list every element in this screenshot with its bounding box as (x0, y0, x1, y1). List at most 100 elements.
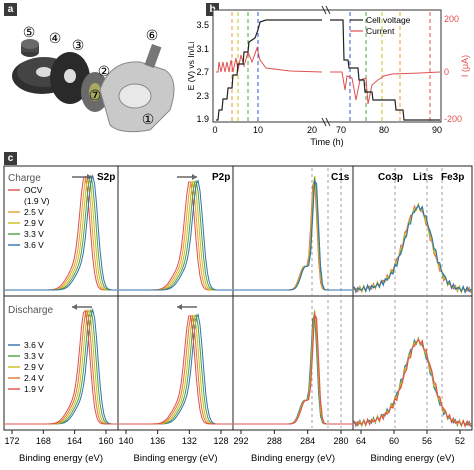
x-axis-label-c0: Binding energy (eV) (19, 453, 103, 464)
core-level-s2p: S2p (97, 172, 115, 183)
core-level-co3p: Co3p (378, 172, 403, 183)
voltage-current-chart: 3.5 3.1 2.7 2.3 1.9 200 0 -200 E (V) vs … (186, 5, 470, 147)
x-axis-label-c1: Binding energy (eV) (134, 453, 218, 464)
spectrum-trace-r0c2-0 (234, 179, 352, 291)
spectrum-trace-r0c1-4 (119, 179, 232, 291)
spectrum-trace-r0c0-4 (5, 173, 117, 291)
legend-charge-1: (1.9 V) (24, 196, 50, 206)
part-label-2: ② (98, 63, 111, 79)
spectrum-trace-r0c3-0 (353, 202, 472, 294)
spectrum-trace-r0c2-1 (234, 176, 352, 291)
left-tick-2.3: 2.3 (196, 91, 209, 101)
spectrum-trace-r0c3-4 (353, 204, 472, 295)
spectrum-frame-r1c1 (117, 295, 234, 431)
spectrum-trace-r1c3-1 (353, 336, 472, 428)
part-label-3: ③ (72, 37, 85, 53)
x-tick-10: 10 (253, 125, 263, 135)
b-ylabel-right: I (μA) (460, 55, 470, 77)
spectrum-trace-r1c3-4 (353, 338, 472, 429)
x-tick-c3-1: 60 (389, 436, 399, 446)
spectrum-trace-r1c3-3 (353, 337, 472, 428)
spectrum-trace-r1c2-1 (234, 310, 352, 425)
x-tick-c0-0: 172 (4, 436, 19, 446)
x-tick-c2-1: 288 (267, 436, 282, 446)
cell-exploded-view: ⑤ ④ ③ ⑦ ② ⑥ ① (12, 24, 175, 133)
row-label-discharge: Discharge (8, 305, 53, 316)
x-axis-label-c3: Binding energy (eV) (371, 453, 455, 464)
x-tick-20: 20 (307, 125, 317, 135)
x-tick-c0-1: 168 (36, 436, 51, 446)
shift-arrowhead-3 (177, 304, 182, 310)
core-level-li1s: Li1s (413, 172, 433, 183)
spectrum-trace-r0c2-2 (234, 175, 352, 291)
spectrum-trace-r1c0-1 (5, 308, 117, 425)
legend-discharge-3: 2.4 V (24, 373, 44, 383)
spectrum-frame-r0c2 (232, 165, 354, 297)
spectrum-trace-r1c2-2 (234, 309, 352, 425)
spectrum-trace-r1c1-4 (119, 315, 232, 425)
legend-cell-voltage: Cell voltage (366, 15, 411, 25)
spectrum-trace-r0c3-3 (353, 203, 472, 294)
x-tick-c1-0: 140 (118, 436, 133, 446)
part-2-ring (81, 72, 109, 112)
x-tick-c0-3: 160 (98, 436, 113, 446)
left-tick-1.9: 1.9 (196, 114, 209, 124)
x-tick-c1-1: 136 (150, 436, 165, 446)
legend-discharge-1: 3.3 V (24, 351, 44, 361)
spectrum-trace-r0c1-1 (119, 180, 232, 291)
x-tick-c3-3: 52 (455, 436, 465, 446)
row-label-charge: Charge (8, 173, 41, 184)
x-tick-c3-2: 56 (422, 436, 432, 446)
right-tick-neg200: -200 (444, 114, 462, 124)
right-tick-0: 0 (444, 67, 449, 77)
legend-charge-3: 2.9 V (24, 218, 44, 228)
spectrum-frame-r0c1 (117, 165, 234, 297)
legend-charge-2: 2.5 V (24, 207, 44, 217)
spectrum-trace-r1c3-0 (353, 336, 472, 428)
legend-discharge-0: 3.6 V (24, 340, 44, 350)
legend-charge-4: 3.3 V (24, 229, 44, 239)
x-tick-c3-0: 64 (356, 436, 366, 446)
panel-label-a: a (4, 3, 17, 16)
b-legend: Cell voltage Current (350, 15, 411, 36)
axis-break-mark (321, 5, 331, 127)
legend-charge-5: 3.6 V (24, 240, 44, 250)
x-tick-c0-2: 164 (67, 436, 82, 446)
x-tick-c1-2: 132 (182, 436, 197, 446)
core-level-p2p: P2p (212, 172, 230, 183)
part-label-5: ⑤ (23, 24, 36, 40)
x-axis-label-c2: Binding energy (eV) (251, 453, 335, 464)
spectrum-trace-r1c0-4 (5, 309, 117, 425)
x-tick-70: 70 (336, 125, 346, 135)
spectrum-frame-r1c3 (352, 295, 473, 431)
part-3-plate (50, 52, 90, 104)
left-tick-2.7: 2.7 (196, 67, 209, 77)
core-level-c1s: C1s (331, 172, 350, 183)
spectrum-trace-r1c3-2 (353, 336, 472, 428)
b-xlabel: Time (h) (310, 137, 343, 147)
x-tick-c2-3: 280 (333, 436, 348, 446)
x-tick-90: 90 (432, 125, 442, 135)
b-ylabel-left: E (V) vs In/Li (186, 42, 196, 91)
legend-current: Current (366, 26, 395, 36)
x-tick-0: 0 (212, 125, 217, 135)
spectrum-frame-r0c3 (352, 165, 473, 297)
legend-charge-0: OCV (24, 185, 43, 195)
spectrum-trace-r0c3-1 (353, 202, 472, 294)
cell-voltage-trace (216, 19, 440, 121)
spectrum-trace-r0c2-4 (234, 179, 352, 291)
spectrum-trace-r1c1-3 (119, 314, 232, 425)
x-tick-c2-2: 284 (300, 436, 315, 446)
shift-arrowhead-1 (192, 174, 197, 180)
panel-label-c: c (4, 152, 17, 165)
part-label-4: ④ (49, 30, 62, 46)
current-trace (216, 46, 441, 105)
part-5-disc (21, 39, 39, 57)
spectrum-trace-r0c2-3 (234, 177, 352, 291)
spectrum-frame-r1c2 (232, 295, 354, 431)
spectrum-trace-r0c3-2 (353, 202, 472, 294)
part-label-6: ⑥ (146, 27, 159, 43)
x-tick-c1-3: 128 (213, 436, 228, 446)
shift-arrowhead-2 (72, 304, 77, 310)
